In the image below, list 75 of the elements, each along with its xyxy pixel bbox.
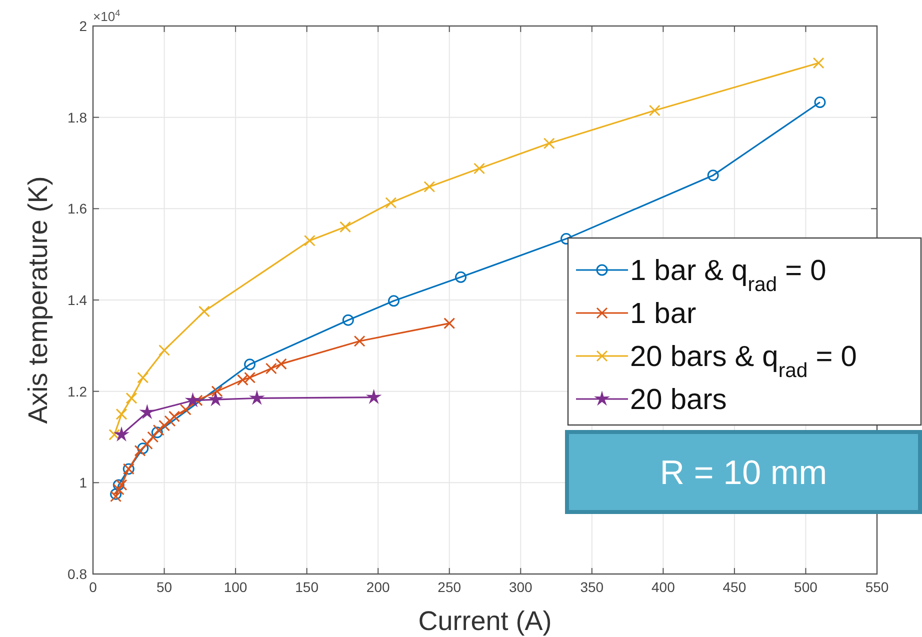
x-tick-label: 250 bbox=[438, 579, 462, 595]
x-tick-label: 450 bbox=[722, 579, 746, 595]
point bbox=[147, 431, 159, 443]
point bbox=[304, 234, 316, 246]
point bbox=[236, 374, 248, 386]
point bbox=[474, 162, 486, 174]
point bbox=[543, 138, 555, 150]
point bbox=[116, 408, 128, 420]
point bbox=[114, 428, 128, 440]
point bbox=[186, 393, 200, 406]
point bbox=[444, 318, 456, 330]
y-tick-label: 1.2 bbox=[68, 383, 88, 400]
y-tick-label: 0.8 bbox=[68, 566, 88, 582]
x-tick-label: 200 bbox=[366, 579, 390, 595]
x-tick-label: 400 bbox=[652, 579, 676, 595]
point bbox=[354, 335, 366, 347]
legend-label: 1 bar bbox=[630, 298, 696, 330]
point bbox=[455, 271, 467, 283]
legend-label: 20 bars bbox=[630, 384, 727, 416]
point bbox=[152, 424, 164, 436]
point bbox=[116, 479, 128, 491]
y-tick-label: 1.8 bbox=[68, 109, 88, 126]
legend-label: 20 bars & q$_{rad}$ = 0 bbox=[630, 341, 857, 382]
point bbox=[141, 438, 153, 450]
x-tick-label: 50 bbox=[156, 579, 172, 595]
point bbox=[198, 306, 210, 318]
point bbox=[340, 221, 352, 233]
point bbox=[385, 196, 397, 208]
point bbox=[367, 390, 380, 404]
point bbox=[208, 392, 222, 406]
y-tick-label: 1 bbox=[79, 474, 88, 491]
x-tick-label: 300 bbox=[508, 579, 533, 595]
point bbox=[140, 405, 154, 418]
x-tick-label: 0 bbox=[89, 579, 98, 595]
point bbox=[110, 490, 122, 502]
point bbox=[424, 180, 436, 192]
x-tick-label: 550 bbox=[865, 579, 889, 595]
x-axis-title: Current (A) bbox=[418, 606, 552, 636]
y-tick-label: 2 bbox=[79, 18, 88, 34]
point bbox=[168, 410, 180, 422]
point bbox=[648, 104, 660, 116]
x-tick-label: 500 bbox=[794, 579, 818, 595]
point bbox=[244, 358, 256, 370]
point bbox=[211, 386, 223, 398]
x-tick-label: 350 bbox=[580, 579, 604, 595]
point bbox=[250, 391, 264, 404]
point bbox=[244, 372, 256, 384]
x-tick-label: 100 bbox=[224, 579, 248, 595]
point bbox=[158, 344, 170, 356]
point bbox=[180, 404, 192, 416]
point bbox=[110, 488, 122, 500]
point bbox=[151, 426, 163, 438]
point bbox=[126, 392, 138, 404]
legend-label: 1 bar & q$_{rad}$ = 0 bbox=[630, 255, 826, 296]
point bbox=[342, 314, 354, 326]
point bbox=[108, 428, 120, 440]
point bbox=[275, 358, 287, 370]
point bbox=[812, 57, 824, 69]
x-tick-label: 150 bbox=[295, 579, 319, 595]
point bbox=[137, 372, 149, 384]
y-tick-label: 1.4 bbox=[68, 292, 88, 308]
point bbox=[112, 479, 124, 491]
point bbox=[158, 420, 170, 432]
point bbox=[112, 484, 124, 496]
point bbox=[265, 362, 277, 374]
text: ×10$^{4}$ bbox=[93, 8, 120, 24]
annotation: R = 10 mm bbox=[660, 454, 828, 492]
point bbox=[137, 442, 149, 454]
point bbox=[814, 96, 826, 108]
point bbox=[134, 444, 146, 456]
point bbox=[707, 170, 719, 182]
label-box: R = 10 mm bbox=[565, 430, 922, 514]
y-tick-label: 1.6 bbox=[68, 200, 88, 217]
point bbox=[388, 295, 400, 307]
y-axis-title: Axis temperature (K) bbox=[23, 176, 53, 424]
